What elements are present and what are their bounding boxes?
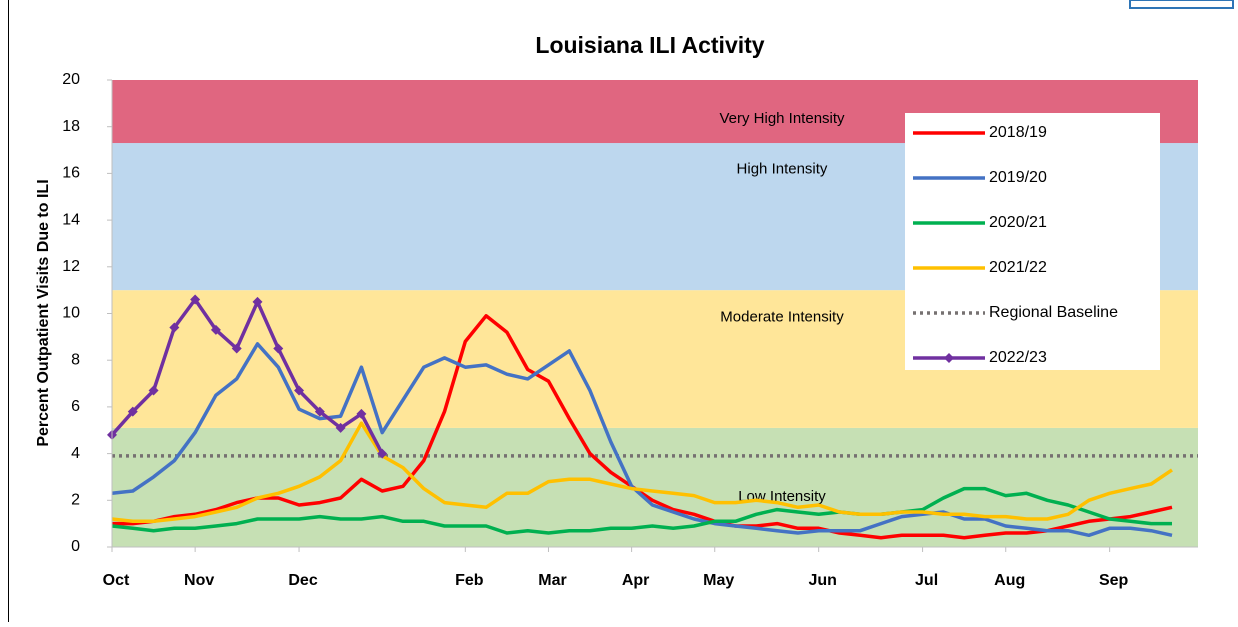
y-tick-label: 4	[71, 445, 80, 462]
y-tick-label: 20	[62, 71, 80, 88]
data-point	[356, 408, 367, 419]
data-point	[148, 385, 159, 396]
data-point	[210, 324, 221, 335]
legend-label: 2021/22	[989, 259, 1047, 276]
x-tick-label: Apr	[622, 572, 650, 589]
x-tick-label: May	[703, 572, 734, 589]
y-tick-label: 10	[62, 305, 80, 322]
legend-label: 2020/21	[989, 214, 1047, 231]
x-tick-label: Mar	[538, 572, 566, 589]
y-tick-label: 12	[62, 258, 80, 275]
y-tick-label: 18	[62, 118, 80, 135]
y-tick-label: 8	[71, 351, 80, 368]
chart-title: Louisiana ILI Activity	[535, 32, 764, 58]
series-line	[110, 297, 384, 455]
x-tick-label: Sep	[1099, 572, 1129, 589]
y-tick-label: 2	[71, 492, 80, 509]
legend-label: 2019/20	[989, 169, 1047, 186]
frame-tab	[1129, 0, 1234, 9]
x-tick-label: Dec	[288, 572, 317, 589]
series-line	[111, 486, 1172, 535]
legend-marker	[944, 353, 954, 363]
data-point	[335, 422, 346, 433]
data-point	[127, 406, 138, 417]
legend-label: 2022/23	[989, 349, 1047, 366]
data-point	[231, 343, 242, 354]
data-point	[190, 294, 201, 305]
data-point	[252, 296, 263, 307]
x-tick-label: Feb	[455, 572, 484, 589]
band-label: Very High Intensity	[719, 110, 845, 127]
legend-label: 2018/19	[989, 124, 1047, 141]
band-label: High Intensity	[737, 160, 828, 177]
x-tick-label: Aug	[994, 572, 1025, 589]
y-tick-label: 6	[71, 398, 80, 415]
x-tick-label: Jul	[915, 572, 938, 589]
y-tick-label: 0	[71, 538, 80, 555]
band-label: Moderate Intensity	[720, 309, 844, 326]
series-line	[111, 421, 1173, 524]
plot	[107, 294, 1198, 540]
data-point	[273, 343, 284, 354]
data-point	[377, 448, 388, 459]
data-point	[314, 406, 325, 417]
data-point	[294, 385, 305, 396]
y-axis-label: Percent Outpatient Visits Due to ILI	[35, 179, 52, 446]
data-point	[169, 322, 180, 333]
y-tick-label: 14	[62, 211, 80, 228]
legend-label: Regional Baseline	[989, 304, 1118, 321]
x-tick-label: Jun	[808, 572, 836, 589]
legend-box	[905, 113, 1160, 370]
y-tick-label: 16	[62, 165, 80, 182]
series-line	[111, 342, 1173, 538]
x-tick-label: Nov	[184, 572, 214, 589]
x-tick-label: Oct	[103, 572, 130, 589]
